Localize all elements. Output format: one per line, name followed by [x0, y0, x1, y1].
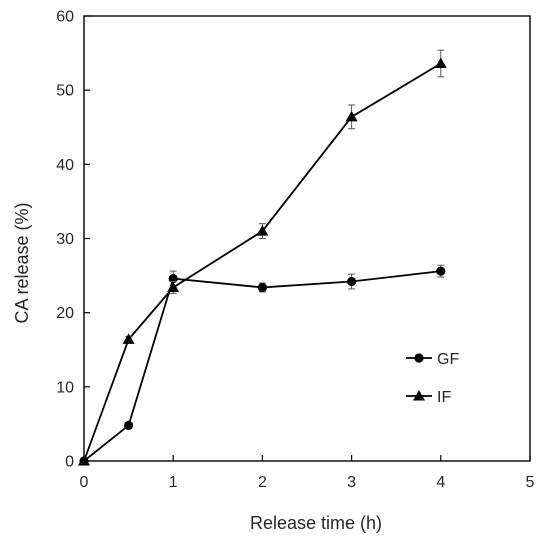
y-tick-label: 20 — [56, 305, 74, 322]
data-point-if — [345, 110, 358, 122]
legend-label: IF — [437, 389, 451, 406]
x-tick-label: 4 — [436, 474, 445, 491]
data-point-gf — [257, 282, 267, 293]
legend-label: GF — [437, 351, 459, 368]
series-layer — [78, 49, 447, 466]
y-tick-label: 10 — [56, 379, 74, 396]
legend-item-gf: GF — [406, 351, 459, 368]
x-axis-label: Release time (h) — [250, 513, 382, 533]
legend-marker — [414, 353, 424, 363]
y-tick-label: 50 — [56, 83, 74, 100]
y-tick-label: 40 — [56, 157, 74, 174]
plot-frame — [83, 15, 531, 462]
series-if — [78, 49, 447, 466]
x-axis-ticks: 0 1 2 3 4 5 — [80, 455, 535, 491]
x-tick-label: 5 — [526, 474, 535, 491]
data-point-if — [78, 455, 90, 466]
data-point-gf — [168, 273, 178, 284]
data-point-gf — [124, 420, 134, 430]
data-point-if — [434, 57, 447, 68]
x-tick-label: 3 — [347, 474, 356, 491]
series-if-line — [83, 62, 442, 462]
legend: GF IF — [406, 351, 459, 406]
legend-marker — [413, 390, 425, 401]
x-tick-label: 0 — [80, 474, 89, 491]
y-axis-label: CA release (%) — [12, 202, 32, 323]
plot-area-border — [83, 15, 531, 462]
data-point-gf — [436, 266, 446, 276]
legend-item-if: IF — [406, 389, 451, 406]
data-point-if — [256, 225, 269, 236]
y-axis-ticks: 0 10 20 30 40 50 60 — [56, 9, 90, 471]
y-tick-label: 30 — [56, 231, 74, 248]
series-gf-line — [83, 270, 441, 462]
data-point-if — [122, 333, 135, 344]
data-point-if — [167, 281, 180, 292]
y-tick-label: 0 — [65, 454, 74, 471]
series-gf — [79, 264, 446, 466]
y-tick-label: 60 — [56, 9, 74, 26]
x-tick-label: 2 — [258, 474, 267, 491]
data-point-gf — [347, 276, 357, 287]
x-tick-label: 1 — [169, 474, 178, 491]
